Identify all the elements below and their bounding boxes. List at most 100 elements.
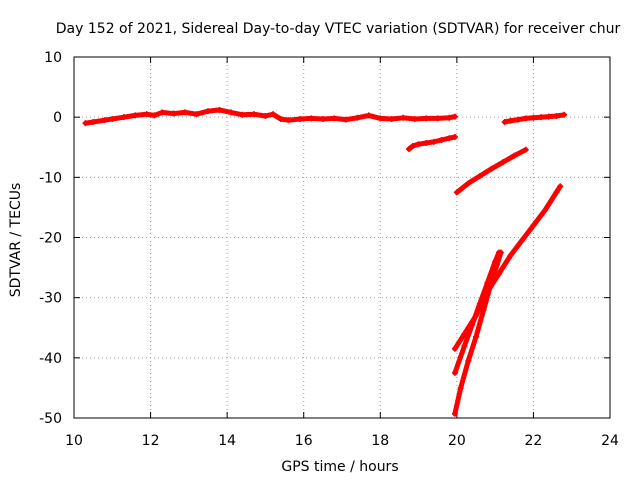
data-point: [90, 118, 97, 125]
y-tick-label: 10: [44, 50, 62, 66]
data-point: [216, 106, 223, 113]
data-point: [170, 110, 177, 117]
data-point: [377, 115, 384, 122]
data-point: [461, 342, 468, 349]
data-point: [308, 115, 315, 122]
y-tick-label: -10: [39, 170, 62, 186]
data-point: [538, 114, 545, 121]
x-tick-label: 12: [142, 433, 160, 449]
series-trace: [83, 107, 458, 126]
data-point: [451, 345, 458, 352]
data-point: [453, 189, 460, 196]
data-point: [561, 111, 568, 118]
data-point: [342, 116, 349, 123]
x-tick-label: 24: [601, 433, 619, 449]
data-point: [545, 113, 552, 120]
data-point: [250, 111, 257, 118]
data-point: [182, 109, 189, 116]
series-3: [501, 111, 568, 125]
data-point: [430, 138, 437, 145]
data-point: [451, 134, 458, 141]
data-point: [415, 141, 422, 148]
data-point: [557, 183, 564, 190]
series-4: [453, 146, 529, 196]
data-point: [319, 115, 326, 122]
y-tick-label: -50: [39, 411, 62, 427]
data-point: [451, 369, 458, 376]
y-axis-label: SDTVAR / TECUs: [8, 183, 24, 298]
series-5: [451, 183, 564, 352]
data-point: [193, 111, 200, 118]
data-point: [270, 111, 277, 118]
data-point: [438, 137, 445, 144]
data-point: [205, 108, 211, 115]
data-point: [515, 116, 522, 123]
data-point: [285, 117, 292, 124]
data-point: [501, 118, 508, 125]
grid: [74, 57, 610, 418]
data-point: [497, 249, 504, 256]
data-point: [82, 120, 89, 127]
data-point: [488, 279, 495, 286]
series-1: [82, 106, 458, 127]
data-point: [109, 115, 116, 122]
data-point: [365, 112, 372, 119]
x-tick-label: 20: [448, 433, 466, 449]
data-point: [434, 115, 441, 122]
data-point: [473, 333, 479, 340]
data-point: [518, 237, 525, 244]
y-tick-label: 0: [53, 110, 62, 126]
x-tick-label: 18: [371, 433, 389, 449]
data-point: [132, 112, 139, 119]
data-point: [553, 189, 560, 196]
data-point: [451, 113, 458, 120]
data-point: [406, 146, 412, 153]
y-tick-label: -30: [39, 291, 62, 307]
data-point: [388, 115, 395, 122]
data-point: [400, 114, 407, 121]
data-point: [120, 114, 127, 121]
data-point: [480, 306, 487, 313]
data-point: [409, 143, 416, 150]
x-tick-label: 14: [218, 433, 236, 449]
data-point: [507, 252, 514, 259]
data-point: [476, 300, 483, 307]
series-2: [406, 134, 458, 153]
data-point: [476, 173, 483, 180]
data-point: [553, 112, 560, 119]
data-series: [82, 106, 568, 417]
data-point: [469, 321, 476, 328]
data-point: [101, 117, 108, 124]
data-point: [530, 222, 537, 229]
data-point: [522, 115, 529, 122]
y-tick-label: -20: [39, 231, 62, 247]
data-point: [277, 115, 284, 122]
data-point: [530, 114, 537, 121]
data-point: [522, 146, 529, 153]
data-point: [488, 165, 495, 172]
data-point: [451, 410, 458, 417]
data-point: [465, 357, 472, 364]
data-point: [151, 112, 158, 119]
series-trace: [452, 250, 504, 417]
x-tick-label: 16: [295, 433, 313, 449]
data-point: [411, 115, 418, 122]
data-point: [227, 109, 234, 116]
data-point: [499, 159, 506, 166]
data-point: [507, 117, 514, 124]
chart-title: Day 152 of 2021, Sidereal Day-to-day VTE…: [56, 21, 621, 37]
x-axis-label: GPS time / hours: [281, 459, 398, 475]
x-tick-label: 22: [525, 433, 543, 449]
data-point: [446, 114, 453, 121]
data-point: [465, 180, 472, 187]
data-point: [262, 112, 269, 119]
data-point: [495, 270, 502, 277]
y-tick-label: -40: [39, 351, 62, 367]
data-point: [159, 109, 166, 116]
data-point: [494, 261, 501, 268]
axis-ticks: 10 12 14 16 18 20 22 24 10 0 -10 -20 -30 -40 -50: [39, 50, 619, 449]
data-point: [331, 115, 338, 122]
data-point: [457, 384, 464, 391]
series-7: [451, 249, 504, 417]
